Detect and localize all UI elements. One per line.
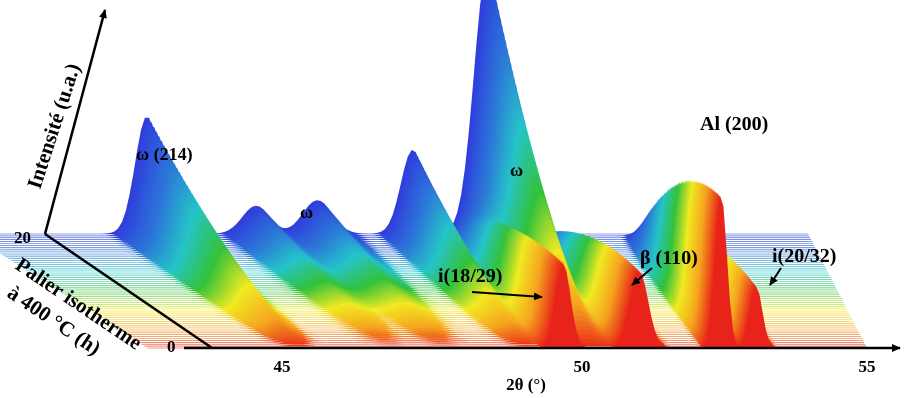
x-axis-label: 2θ (°): [506, 375, 546, 394]
arrow-beta-110: [631, 267, 653, 286]
annotation-omega-a: ω: [300, 202, 313, 222]
annotation-al-200: Al (200): [700, 113, 768, 135]
x-tick-55: 55: [859, 357, 876, 376]
annotation-beta-110: β (110): [640, 247, 698, 269]
y-axis-label: Intensité (u.a.): [22, 60, 85, 191]
peak-annotations: ω (214) ω ω Al (200) i(18/29) β (110) i(…: [136, 113, 836, 301]
diffraction-surface: [0, 0, 867, 349]
annotation-omega-214: ω (214): [136, 144, 193, 165]
annotation-omega-b: ω: [510, 160, 523, 180]
annotation-i-20-32: i(20/32): [772, 245, 836, 267]
annotation-i-18-29: i(18/29): [438, 265, 502, 287]
z-tick-20: 20: [14, 228, 31, 247]
x-tick-50: 50: [574, 357, 591, 376]
arrow-i-20-32: [769, 267, 782, 286]
x-tick-45: 45: [274, 357, 291, 376]
axes: [43, 9, 901, 352]
arrow-i-18-29: [471, 291, 543, 301]
z-tick-0: 0: [167, 337, 176, 356]
time-axis: [44, 232, 213, 350]
intensity-axis: [43, 9, 107, 235]
